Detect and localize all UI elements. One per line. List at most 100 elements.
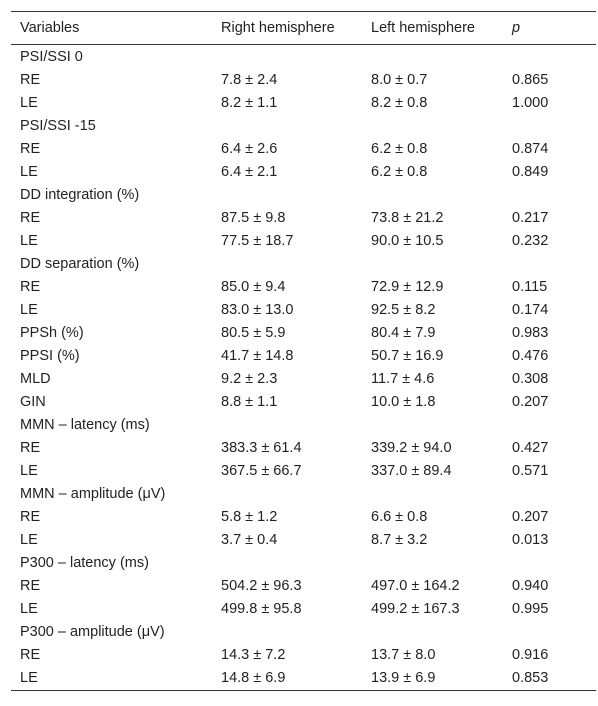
variable-cell: RE: [20, 140, 41, 157]
p-value-cell: 0.013: [512, 531, 549, 548]
left-hemisphere-cell: [371, 45, 512, 69]
right-hemisphere-cell: 504.2 ± 96.3: [221, 577, 302, 594]
right-hemisphere-cell: 3.7 ± 0.4: [221, 531, 278, 548]
variable-cell: DD separation (%): [20, 255, 140, 272]
p-value-cell: 0.853: [512, 670, 549, 686]
table-row: PPSI (%) 41.7 ± 14.8 50.7 ± 16.9 0.476: [11, 344, 596, 367]
table-body: PSI/SSI 0 RE 7.8 ± 2.4 8.0 ± 0.7 0.865 LE 8.2 …: [11, 45, 596, 691]
left-hemisphere-cell: 339.2 ± 94.0: [371, 439, 452, 456]
variable-cell: RE: [20, 209, 41, 226]
table-row: LE 3.7 ± 0.4 8.7 ± 3.2 0.013: [11, 528, 596, 551]
header-p-value: p: [512, 20, 521, 36]
left-hemisphere-cell: [371, 413, 512, 436]
right-hemisphere-cell: 80.5 ± 5.9: [221, 324, 286, 341]
table-row: LE 77.5 ± 18.7 90.0 ± 10.5 0.232: [11, 229, 596, 252]
table-row: RE 87.5 ± 9.8 73.8 ± 21.2 0.217: [11, 206, 596, 229]
table-row: MMN – latency (ms): [11, 413, 596, 436]
p-value-cell: 1.000: [512, 94, 549, 111]
table-row: LE 499.8 ± 95.8 499.2 ± 167.3 0.995: [11, 597, 596, 620]
table-row: RE 6.4 ± 2.6 6.2 ± 0.8 0.874: [11, 137, 596, 160]
left-hemisphere-cell: 6.6 ± 0.8: [371, 508, 428, 525]
table-row: RE 383.3 ± 61.4 339.2 ± 94.0 0.427: [11, 436, 596, 459]
p-value-cell: [512, 45, 596, 69]
left-hemisphere-cell: 497.0 ± 164.2: [371, 577, 460, 594]
table-row: DD integration (%): [11, 183, 596, 206]
right-hemisphere-cell: 14.3 ± 7.2: [221, 646, 286, 663]
table-row: PPSh (%) 80.5 ± 5.9 80.4 ± 7.9 0.983: [11, 321, 596, 344]
variable-cell: RE: [20, 71, 41, 88]
left-hemisphere-cell: [371, 183, 512, 206]
variable-cell: P300 – latency (ms): [20, 554, 149, 571]
left-hemisphere-cell: [371, 252, 512, 275]
variable-cell: PSI/SSI -15: [20, 117, 96, 134]
p-value-cell: [512, 551, 596, 574]
p-value-cell: 0.983: [512, 324, 549, 341]
left-hemisphere-cell: [371, 551, 512, 574]
p-value-cell: [512, 620, 596, 643]
right-hemisphere-cell: [221, 45, 371, 69]
left-hemisphere-cell: 73.8 ± 21.2: [371, 209, 444, 226]
table-row: RE 504.2 ± 96.3 497.0 ± 164.2 0.940: [11, 574, 596, 597]
left-hemisphere-cell: 50.7 ± 16.9: [371, 347, 444, 364]
variable-cell: MMN – amplitude (μV): [20, 485, 166, 502]
left-hemisphere-cell: 90.0 ± 10.5: [371, 232, 444, 249]
left-hemisphere-cell: 8.2 ± 0.8: [371, 94, 428, 111]
variable-cell: LE: [20, 94, 38, 111]
right-hemisphere-cell: [221, 620, 371, 643]
right-hemisphere-cell: [221, 551, 371, 574]
variable-cell: PSI/SSI 0: [20, 48, 83, 65]
right-hemisphere-cell: 8.8 ± 1.1: [221, 393, 278, 410]
p-value-cell: 0.849: [512, 163, 549, 180]
left-hemisphere-cell: 13.7 ± 8.0: [371, 646, 436, 663]
variable-cell: RE: [20, 646, 41, 663]
table-row: LE 8.2 ± 1.1 8.2 ± 0.8 1.000: [11, 91, 596, 114]
left-hemisphere-cell: [371, 114, 512, 137]
right-hemisphere-cell: 87.5 ± 9.8: [221, 209, 286, 226]
left-hemisphere-cell: 10.0 ± 1.8: [371, 393, 436, 410]
p-value-cell: [512, 482, 596, 505]
p-value-cell: 0.995: [512, 600, 549, 617]
p-value-cell: 0.916: [512, 646, 549, 663]
variable-cell: PPSh (%): [20, 324, 84, 341]
table-row: RE 7.8 ± 2.4 8.0 ± 0.7 0.865: [11, 68, 596, 91]
p-value-cell: 0.476: [512, 347, 549, 364]
p-value-cell: 0.865: [512, 71, 549, 88]
variable-cell: MLD: [20, 370, 51, 387]
left-hemisphere-cell: 11.7 ± 4.6: [371, 370, 435, 387]
left-hemisphere-cell: [371, 620, 512, 643]
variable-cell: LE: [20, 670, 38, 686]
table-row: LE 14.8 ± 6.9 13.9 ± 6.9 0.853: [11, 666, 596, 691]
right-hemisphere-cell: 77.5 ± 18.7: [221, 232, 294, 249]
header-right-hemisphere: Right hemisphere: [221, 20, 335, 36]
left-hemisphere-cell: 72.9 ± 12.9: [371, 278, 444, 295]
right-hemisphere-cell: 41.7 ± 14.8: [221, 347, 294, 364]
table-header: Variables Right hemisphere Left hemisphe…: [11, 11, 596, 45]
right-hemisphere-cell: [221, 183, 371, 206]
table-row: P300 – latency (ms): [11, 551, 596, 574]
right-hemisphere-cell: [221, 482, 371, 505]
table-row: DD separation (%): [11, 252, 596, 275]
p-value-cell: 0.217: [512, 209, 549, 226]
p-value-cell: [512, 183, 596, 206]
left-hemisphere-cell: 92.5 ± 8.2: [371, 301, 436, 318]
right-hemisphere-cell: 367.5 ± 66.7: [221, 462, 302, 479]
right-hemisphere-cell: 5.8 ± 1.2: [221, 508, 278, 525]
table-row: LE 6.4 ± 2.1 6.2 ± 0.8 0.849: [11, 160, 596, 183]
right-hemisphere-cell: 85.0 ± 9.4: [221, 278, 286, 295]
p-value-cell: 0.427: [512, 439, 549, 456]
variable-cell: DD integration (%): [20, 186, 140, 203]
left-hemisphere-cell: 337.0 ± 89.4: [371, 462, 452, 479]
p-value-cell: 0.308: [512, 370, 549, 387]
variable-cell: LE: [20, 462, 38, 479]
table-row: MLD 9.2 ± 2.3 11.7 ± 4.6 0.308: [11, 367, 596, 390]
p-value-cell: 0.207: [512, 508, 549, 525]
header-row: Variables Right hemisphere Left hemisphe…: [11, 11, 596, 45]
variable-cell: LE: [20, 600, 38, 617]
variable-cell: PPSI (%): [20, 347, 80, 364]
variable-cell: RE: [20, 439, 41, 456]
right-hemisphere-cell: 9.2 ± 2.3: [221, 370, 278, 387]
left-hemisphere-cell: 8.7 ± 3.2: [371, 531, 428, 548]
p-value-cell: 0.174: [512, 301, 549, 318]
p-value-cell: 0.115: [512, 278, 548, 295]
table-row: PSI/SSI -15: [11, 114, 596, 137]
